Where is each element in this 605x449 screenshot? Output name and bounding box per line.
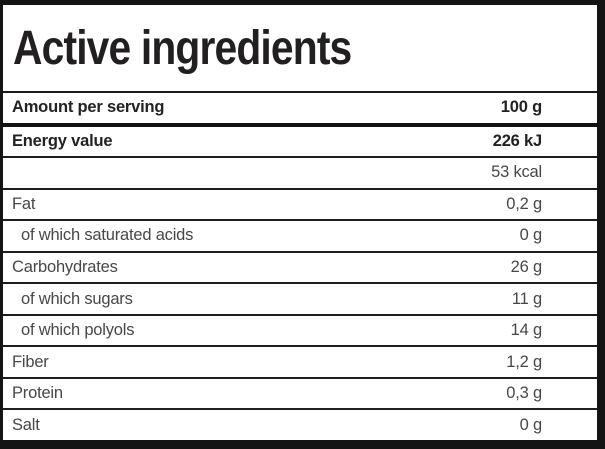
table-row-saturated-acids: of which saturated acids 0 g [3, 221, 597, 253]
row-label: of which polyols [21, 321, 135, 340]
row-label: Energy value [12, 131, 113, 150]
row-label: of which sugars [21, 289, 133, 308]
row-value: 0,2 g [506, 194, 542, 213]
row-value: 226 kJ [492, 131, 542, 150]
table-row-fat: Fat 0,2 g [3, 190, 597, 222]
row-value: 26 g [510, 258, 543, 276]
table-row-sugars: of which sugars 11 g [3, 284, 597, 316]
row-value: 0,3 g [506, 384, 542, 403]
row-value: 53 kcal [491, 163, 542, 182]
page-title: Active ingredients [13, 21, 352, 75]
table-row-energy-value: Energy value 226 kJ [3, 127, 597, 159]
row-value: 100 g [500, 98, 542, 117]
row-value: 14 g [510, 321, 543, 340]
nutrition-table: Amount per serving 100 g Energy value 22… [3, 93, 597, 440]
row-label: Fiber [12, 352, 49, 371]
row-label: of which saturated acids [21, 226, 194, 245]
row-label: Carbohydrates [12, 258, 118, 276]
table-row-carbohydrates: Carbohydrates 26 g [3, 253, 597, 285]
row-label: Amount per serving [12, 98, 165, 117]
table-row-amount-per-serving: Amount per serving 100 g [3, 93, 597, 127]
row-value: 11 g [511, 289, 542, 308]
table-row-protein: Protein 0,3 g [3, 379, 597, 411]
row-label: Protein [12, 384, 63, 403]
table-row-fiber: Fiber 1,2 g [3, 347, 597, 379]
table-row-polyols: of which polyols 14 g [3, 316, 597, 348]
table-row-energy-kcal: 53 kcal [3, 158, 597, 190]
row-value: 0 g [519, 226, 543, 245]
row-value: 0 g [519, 415, 543, 434]
row-value: 1,2 g [506, 352, 542, 371]
row-label: Salt [12, 415, 40, 434]
row-label: Fat [12, 194, 36, 213]
title-bar: Active ingredients [3, 5, 597, 93]
table-row-salt: Salt 0 g [3, 410, 597, 440]
